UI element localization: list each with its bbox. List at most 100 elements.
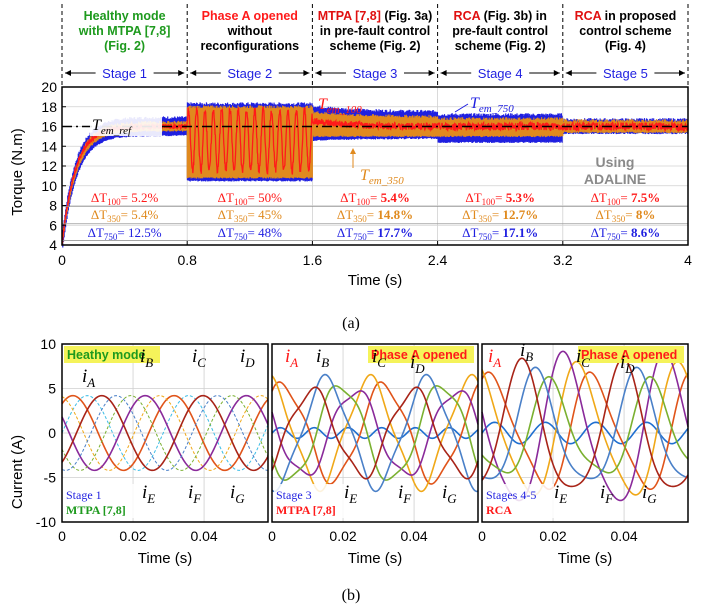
y-tick-label: 12 xyxy=(41,158,57,174)
label-bg xyxy=(90,116,162,136)
ripple-value: ΔT350= 8% xyxy=(595,207,655,224)
stage-label: Stage 2 xyxy=(227,66,272,81)
current-panel-3: 0 0.02 0.04 Time (s) Phase A opened Stages 4-… xyxy=(478,340,689,567)
phase-label-letter: i xyxy=(620,352,625,373)
ripple-number: 7.5% xyxy=(631,190,660,205)
phase-label: iE xyxy=(344,482,357,506)
phase-current-f xyxy=(271,373,479,493)
ripple-subscript: 350 xyxy=(612,214,626,224)
y-tick-label: 6 xyxy=(49,217,57,233)
phase-label-sub: F xyxy=(604,491,614,506)
phase-label: iG xyxy=(230,482,245,506)
stage-arrow-right xyxy=(178,70,185,76)
panel-frame xyxy=(481,343,689,523)
ripple-subscript: 750 xyxy=(353,232,367,242)
phase-label-sub: G xyxy=(447,491,457,506)
series-label-main: T xyxy=(360,167,370,184)
phase-label: iG xyxy=(442,482,457,506)
current-x-tick-label: 0 xyxy=(478,528,486,544)
stage-header-line: pre-fault control xyxy=(452,24,548,38)
phase-label-sub: B xyxy=(525,349,533,364)
phase-label-sub: B xyxy=(321,355,329,370)
phase-current-g xyxy=(481,357,689,488)
ripple-subscript: 350 xyxy=(353,214,367,224)
current-x-tick-label: 0 xyxy=(268,528,276,544)
phase-label-sub: D xyxy=(244,355,255,370)
stage-arrow-left xyxy=(565,70,572,76)
header-keyword: RCA xyxy=(575,9,602,23)
series-label-main: T xyxy=(92,117,102,134)
stage-header-line: (Fig. 2) xyxy=(104,39,145,53)
header-keyword: Phase A opened xyxy=(202,9,298,23)
stage-header-line: MTPA [7,8] (Fig. 3a) xyxy=(318,9,433,23)
phase-label-letter: i xyxy=(642,482,647,503)
phase-label-sub: G xyxy=(647,491,657,506)
ripple-number: 8% xyxy=(636,207,656,222)
stage-header-line: reconfigurations xyxy=(200,39,299,53)
ripple-number: 12.7% xyxy=(503,207,539,222)
ripple-symbol: ΔT xyxy=(465,190,481,205)
current-x-tick-label: 0 xyxy=(58,528,66,544)
label-tem-ref: Tem_ref xyxy=(92,117,133,137)
ripple-eq: = xyxy=(625,207,636,222)
panel-frame xyxy=(61,343,269,523)
phase-label-sub: C xyxy=(377,355,386,370)
mode-badge-bg xyxy=(578,346,684,363)
mode-badge-bg xyxy=(64,346,160,363)
label-tem-100: Tem_100 xyxy=(318,96,362,116)
ripple-subscript: 100 xyxy=(482,197,496,207)
ripple-number: 5.4% xyxy=(381,190,410,205)
ripple-value: ΔT750= 17.7% xyxy=(337,225,413,242)
y-tick-label: 4 xyxy=(49,237,57,253)
phase-label-letter: i xyxy=(240,346,245,367)
current-panel-2: 0 0.02 0.04 Time (s) Phase A opened Stage 3MT… xyxy=(268,343,479,567)
ripple-symbol: ΔT xyxy=(337,207,353,222)
ripple-subscript: 750 xyxy=(607,232,621,242)
ripple-eq: = xyxy=(492,207,503,222)
stage-header-line: scheme (Fig. 2) xyxy=(330,39,421,53)
x-tick-label: 4 xyxy=(684,252,692,268)
phase-label: iA xyxy=(285,346,298,370)
panel-method-label: RCA xyxy=(486,503,512,517)
mode-badge: Phase A opened xyxy=(371,348,467,362)
phase-current-c xyxy=(61,395,269,471)
stage-label-bg xyxy=(484,484,554,518)
ripple-number: 5.4% xyxy=(131,207,158,222)
stage-label-bg xyxy=(95,66,154,80)
ripple-eq: = xyxy=(620,190,631,205)
ripple-number: 45% xyxy=(258,207,282,222)
series-label-main: T xyxy=(318,96,328,113)
stage-arrow-right xyxy=(679,70,685,76)
phase-label-sub: E xyxy=(558,491,567,506)
current-y-tick-label: 5 xyxy=(48,381,56,397)
header-keyword: (Fig. 2) xyxy=(104,39,145,53)
x-tick-label: 2.4 xyxy=(428,252,448,268)
stage-bar: Stage 1 Stage 2 Stage 3 Stage 4 Stage 5 xyxy=(61,4,689,87)
arrow-750 xyxy=(454,103,469,113)
phase-label: iD xyxy=(620,352,635,376)
ripple-eq: = xyxy=(121,190,132,205)
stage-header-line: RCA in proposed xyxy=(575,9,677,23)
phase-label-letter: i xyxy=(285,346,290,367)
ripple-symbol: ΔT xyxy=(91,190,107,205)
ripple-eq: = xyxy=(370,190,381,205)
label-tem-750: Tem_750 xyxy=(470,95,514,115)
ripple-subscript: 750 xyxy=(104,232,118,242)
phase-label: iB xyxy=(140,346,153,370)
ripple-number: 14.8% xyxy=(377,207,413,222)
stage-label-bg xyxy=(471,66,530,80)
phase-current-b xyxy=(61,394,269,472)
ripple-eq: = xyxy=(492,225,503,240)
stage-arrow-left xyxy=(315,70,322,76)
phase-label-letter: i xyxy=(600,482,605,503)
ripple-value: ΔT100= 5.3% xyxy=(465,190,535,207)
ripple-eq: = xyxy=(247,207,258,222)
stage-header-line: RCA (Fig. 3b) in xyxy=(454,9,547,23)
ripple-eq: = xyxy=(495,190,506,205)
header-keyword: RCA xyxy=(454,9,481,23)
ripple-subscript: 350 xyxy=(234,214,248,224)
current-x-tick-label: 0.04 xyxy=(190,528,217,544)
phase-label: iE xyxy=(554,482,567,506)
phase-label: iE xyxy=(142,482,155,506)
ripple-symbol: ΔT xyxy=(218,225,234,240)
